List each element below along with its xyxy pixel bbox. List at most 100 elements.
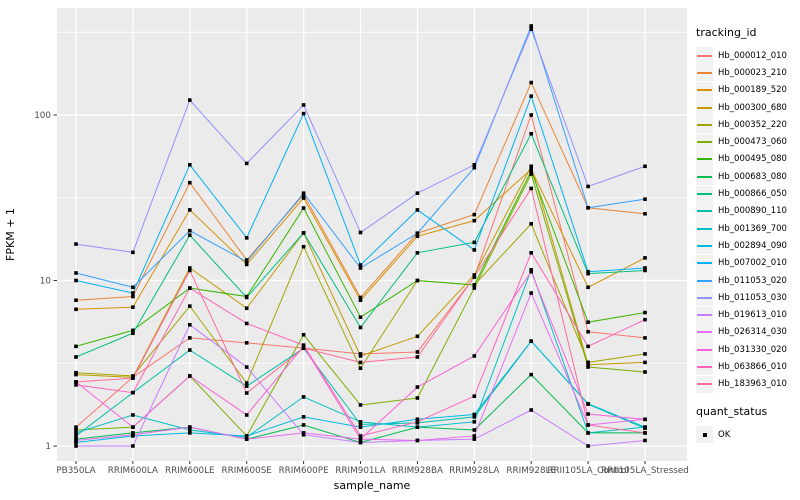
data-point-marker xyxy=(529,268,533,272)
data-point-marker xyxy=(586,184,590,189)
data-point-marker xyxy=(358,434,363,438)
legend-key-line xyxy=(696,323,713,341)
legend-item-Hb_000300_680: Hb_000300_680 xyxy=(696,99,800,117)
data-point-marker xyxy=(301,191,306,195)
data-point-marker xyxy=(472,165,477,170)
plot-panel-bg xyxy=(57,8,687,461)
data-point-marker xyxy=(586,344,590,349)
data-point-marker xyxy=(188,348,192,352)
legend-item-Hb_019613_010: Hb_019613_010 xyxy=(696,306,800,324)
data-point-marker xyxy=(643,336,647,340)
x-tick-label: RRIM928LE xyxy=(506,466,556,476)
data-point-marker xyxy=(472,354,477,358)
data-point-marker xyxy=(131,291,135,295)
data-point-marker xyxy=(74,383,78,387)
data-point-marker xyxy=(74,278,78,283)
legend-key-line xyxy=(696,81,713,99)
data-point-marker xyxy=(358,360,363,365)
data-point-marker xyxy=(74,438,78,443)
data-point-marker xyxy=(472,286,477,290)
data-point-marker xyxy=(131,331,135,336)
data-point-marker xyxy=(74,428,78,432)
data-point-marker xyxy=(586,431,590,435)
data-point-marker xyxy=(358,295,363,300)
data-point-marker xyxy=(529,169,533,173)
data-point-marker xyxy=(188,286,192,290)
data-point-marker xyxy=(74,434,78,438)
data-point-marker xyxy=(415,251,420,255)
data-point-marker xyxy=(244,384,249,388)
data-point-marker xyxy=(358,325,363,330)
legend-key-line xyxy=(696,220,713,238)
legend-label: Hb_000683_080 xyxy=(718,171,787,182)
legend-label: Hb_000012_010 xyxy=(718,50,787,61)
data-point-marker xyxy=(244,365,249,369)
data-point-marker xyxy=(472,437,477,441)
data-point-marker xyxy=(131,431,135,435)
x-tick-label: RRIM928BA xyxy=(392,466,443,476)
data-point-marker xyxy=(643,164,647,169)
data-point-marker xyxy=(244,434,249,438)
data-point-marker xyxy=(358,263,363,267)
legend-label: Hb_000189_520 xyxy=(718,85,787,96)
data-point-marker xyxy=(586,412,590,416)
data-point-marker xyxy=(643,425,647,429)
data-point-marker xyxy=(188,431,192,435)
data-point-marker xyxy=(643,438,647,443)
legend-label: Hb_000495_080 xyxy=(718,154,787,165)
data-point-marker xyxy=(244,321,249,326)
data-point-marker xyxy=(415,350,420,354)
legend-item-Hb_000352_220: Hb_000352_220 xyxy=(696,116,800,134)
data-point-marker xyxy=(358,440,363,445)
x-tick-label: RRIM901LA xyxy=(335,466,385,476)
data-point-marker xyxy=(301,244,306,249)
data-point-marker xyxy=(74,271,78,275)
legend-key-line xyxy=(696,202,713,220)
data-point-marker xyxy=(188,268,192,273)
data-point-marker xyxy=(131,328,135,333)
line-chart-panel: PB350LA RRIM600LA RRIM600LE RRIM600SE RRIM60… xyxy=(4,8,689,492)
x-tick-label: RRIM600PE xyxy=(279,466,329,476)
data-point-marker xyxy=(244,341,249,345)
data-point-marker xyxy=(301,111,306,116)
legend-item-Hb_000473_060: Hb_000473_060 xyxy=(696,133,800,151)
data-point-marker xyxy=(301,423,306,427)
data-point-marker xyxy=(188,98,192,102)
data-point-marker xyxy=(529,80,533,85)
data-point-marker xyxy=(415,425,420,429)
data-point-marker xyxy=(415,420,420,424)
legend-item-Hb_063866_010: Hb_063866_010 xyxy=(696,358,800,376)
legend-label: Hb_011053_020 xyxy=(718,275,787,286)
data-point-marker xyxy=(472,415,477,419)
x-tick-label: RRIM600SE xyxy=(222,466,272,476)
data-point-marker xyxy=(529,408,533,412)
data-point-marker xyxy=(643,266,647,270)
data-point-marker xyxy=(586,205,590,210)
legend-panel: tracking_id Hb_000012_010 Hb_000023_210 Hb… xyxy=(694,0,800,500)
data-point-marker xyxy=(586,360,590,365)
data-point-marker xyxy=(358,266,363,270)
data-point-marker xyxy=(472,434,477,438)
data-point-marker xyxy=(643,352,647,356)
data-point-marker xyxy=(472,240,477,245)
data-point-marker xyxy=(643,211,647,216)
data-point-marker xyxy=(131,425,135,429)
x-tick-label: RRII105LA_Stressed xyxy=(601,466,689,476)
data-point-marker xyxy=(188,180,192,185)
legend-key-line xyxy=(696,289,713,307)
data-point-marker xyxy=(74,307,78,312)
data-point-marker xyxy=(586,329,590,334)
legend-item-Hb_001369_700: Hb_001369_700 xyxy=(696,220,800,238)
data-point-marker xyxy=(358,422,363,427)
legend-label: Hb_183963_010 xyxy=(718,379,787,390)
legend-label: Hb_000473_060 xyxy=(718,137,787,148)
data-point-marker xyxy=(358,315,363,320)
data-point-marker xyxy=(472,218,477,223)
legend-key-line xyxy=(696,150,713,168)
data-point-marker xyxy=(529,131,533,136)
data-point-marker xyxy=(643,268,647,273)
data-point-marker xyxy=(188,425,192,429)
data-point-marker xyxy=(244,262,249,267)
data-point-marker xyxy=(529,164,533,169)
data-point-marker xyxy=(415,191,420,195)
